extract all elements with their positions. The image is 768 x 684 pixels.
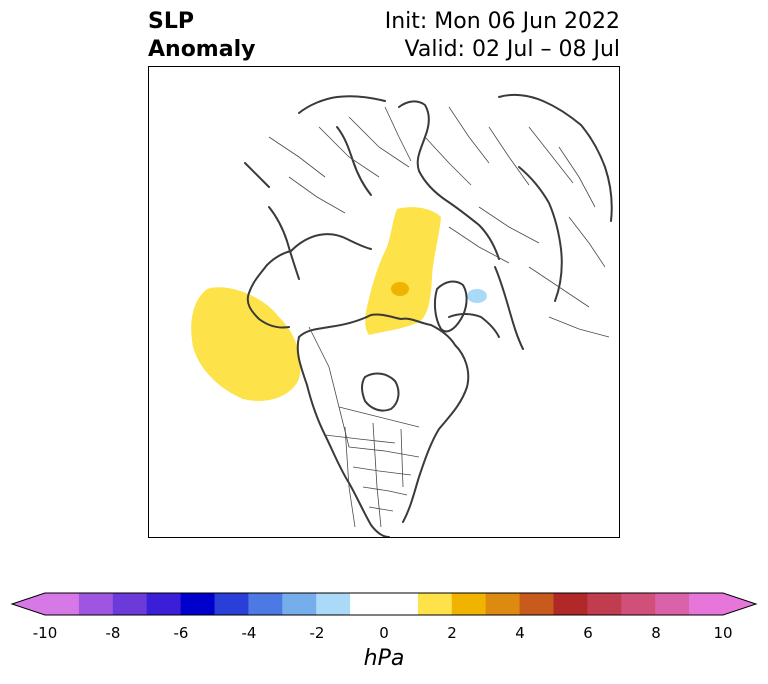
colorbar-segment bbox=[655, 593, 690, 615]
colorbar-tick: -6 bbox=[173, 624, 189, 642]
init-date: Init: Mon 06 Jun 2022 bbox=[384, 9, 620, 34]
colorbar-segment bbox=[282, 593, 317, 615]
colorbar-segment bbox=[384, 593, 419, 615]
colorbar-segment bbox=[519, 593, 554, 615]
colorbar bbox=[10, 592, 758, 616]
colorbar-segment bbox=[485, 593, 521, 615]
anomaly-east-siberian-negative bbox=[467, 289, 487, 303]
colorbar-segment bbox=[112, 593, 148, 615]
valid-range: Valid: 02 Jul – 08 Jul bbox=[404, 37, 620, 62]
map-dates: Init: Mon 06 Jun 2022 Valid: 02 Jul – 08… bbox=[385, 8, 620, 64]
colorbar-segment bbox=[248, 593, 283, 615]
colorbar-segment bbox=[689, 593, 724, 615]
title-line-slp: SLP bbox=[148, 9, 194, 34]
colorbar-segment bbox=[587, 593, 622, 615]
colorbar-under-arrow bbox=[12, 593, 45, 615]
colorbar-tick: 10 bbox=[713, 624, 733, 642]
colorbar-outline bbox=[10, 592, 758, 616]
colorbar-unit: hPa bbox=[363, 646, 405, 671]
colorbar-tick: 2 bbox=[447, 624, 457, 642]
colorbar-segment bbox=[180, 593, 215, 615]
colorbar-segment bbox=[350, 593, 385, 615]
colorbar-segment bbox=[45, 593, 80, 615]
colorbar-tick: -4 bbox=[241, 624, 257, 642]
colorbar-tick: -10 bbox=[32, 624, 58, 642]
colorbar-tick: 0 bbox=[379, 624, 389, 642]
country-borders bbox=[268, 106, 610, 528]
coastlines bbox=[244, 93, 613, 537]
anomaly-north-pacific bbox=[191, 287, 301, 401]
map-title: SLP Anomaly bbox=[148, 8, 255, 64]
colorbar-segment bbox=[146, 593, 182, 615]
colorbar-tick: 4 bbox=[515, 624, 525, 642]
map-panel bbox=[148, 66, 620, 538]
colorbar-segment bbox=[553, 593, 588, 615]
anomaly-arctic-core bbox=[391, 282, 409, 296]
colorbar-tick: 6 bbox=[583, 624, 593, 642]
colorbar-segment bbox=[417, 593, 453, 615]
title-line-anomaly: Anomaly bbox=[148, 37, 256, 62]
colorbar-segment bbox=[451, 593, 487, 615]
colorbar-segment bbox=[214, 593, 249, 615]
colorbar-over-arrow bbox=[723, 593, 756, 615]
colorbar-tick: -2 bbox=[309, 624, 325, 642]
colorbar-segment bbox=[621, 593, 656, 615]
colorbar-segments bbox=[45, 593, 724, 615]
anomaly-arctic bbox=[365, 207, 441, 335]
map-svg bbox=[191, 93, 613, 537]
colorbar-segment bbox=[78, 593, 114, 615]
colorbar-segment bbox=[316, 593, 351, 615]
colorbar-tick: -8 bbox=[105, 624, 121, 642]
colorbar-tick: 8 bbox=[651, 624, 661, 642]
